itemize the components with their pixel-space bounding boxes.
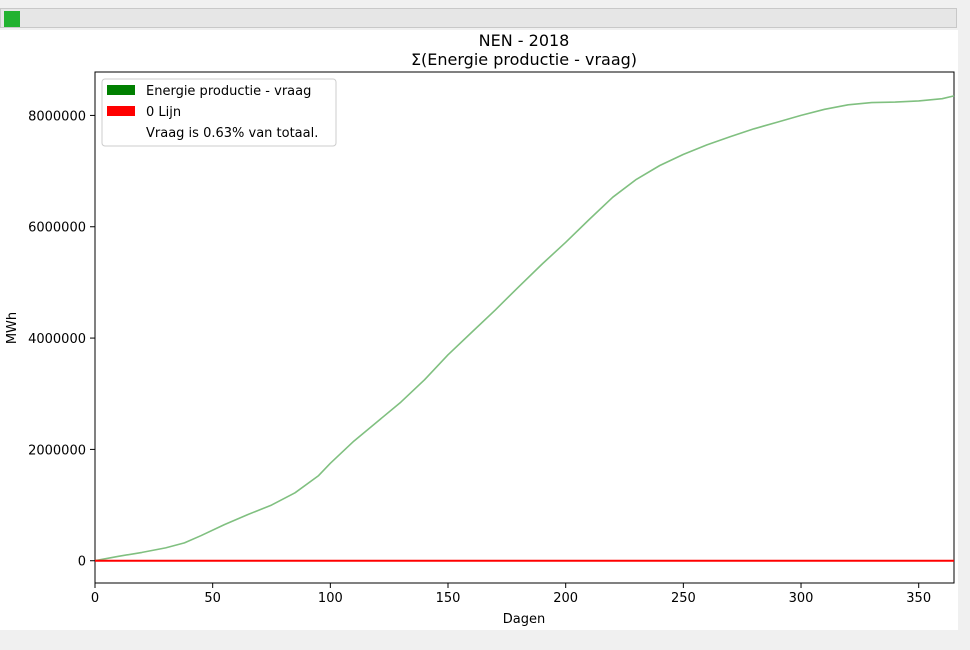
legend-box — [101, 78, 337, 147]
legend-swatch-production — [107, 85, 135, 95]
legend-label-zero-line: 0 Lijn — [146, 105, 181, 120]
x-tick-label: 350 — [906, 591, 931, 606]
plot-canvas: NEN - 2018 Σ(Energie productie - vraag) … — [0, 30, 958, 630]
x-tick-label: 300 — [789, 591, 814, 606]
chart-svg: NEN - 2018 Σ(Energie productie - vraag) … — [5, 31, 955, 627]
legend: Energie productie - vraag 0 Lijn Vraag i… — [101, 78, 337, 147]
plot-area-frame — [94, 71, 955, 584]
x-tick-label: 200 — [553, 591, 578, 606]
legend-label-note: Vraag is 0.63% van totaal. — [146, 126, 318, 141]
y-tick-label: 6000000 — [28, 221, 86, 236]
y-tick-label: 0 — [78, 555, 86, 570]
series-line-production — [94, 95, 955, 562]
chart-title: NEN - 2018 — [479, 31, 570, 50]
x-tick-label: 50 — [204, 591, 221, 606]
chart-subtitle: Σ(Energie productie - vraag) — [411, 50, 637, 69]
y-axis-label: MWh — [5, 312, 20, 344]
x-tick-label: 100 — [318, 591, 343, 606]
y-tick-label: 2000000 — [28, 443, 86, 458]
chart-marks: 0 50 100 150 200 250 300 350 0 2000000 4000000 6000… — [28, 95, 955, 606]
y-tick-label: 4000000 — [28, 332, 86, 347]
x-tick-label: 250 — [671, 591, 696, 606]
x-tick-label: 0 — [91, 591, 99, 606]
y-tick-label: 8000000 — [28, 109, 86, 124]
x-axis-label: Dagen — [503, 612, 545, 627]
toolbar — [0, 8, 957, 28]
legend-label-production: Energie productie - vraag — [146, 84, 311, 99]
legend-swatch-zero-line — [107, 106, 135, 116]
app-status-square-icon[interactable] — [4, 11, 20, 27]
x-tick-label: 150 — [436, 591, 461, 606]
